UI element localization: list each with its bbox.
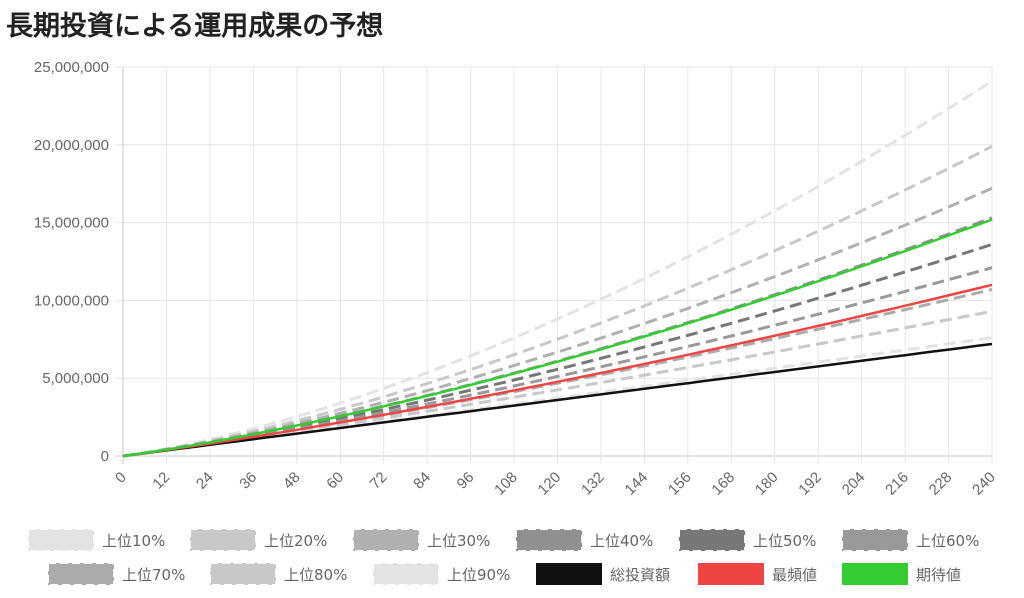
legend-swatch — [842, 563, 908, 585]
legend-label: 期待値 — [916, 566, 961, 584]
legend-swatch — [352, 528, 420, 552]
x-tick-label: 36 — [236, 469, 260, 493]
x-tick-label: 96 — [454, 469, 478, 493]
x-tick-label: 228 — [926, 469, 956, 499]
x-tick-label: 84 — [410, 469, 434, 493]
x-tick-label: 120 — [535, 469, 565, 499]
series-line — [122, 283, 993, 458]
grid-lines — [115, 66, 993, 464]
x-tick-label: 204 — [839, 469, 869, 499]
legend-item[interactable]: 上位40% — [515, 528, 653, 552]
x-tick-label: 60 — [323, 469, 347, 493]
legend-swatch — [209, 562, 277, 586]
y-axis-ticks: 0 5,000,000 10,000,000 15,000,000 20,000,000… — [34, 59, 109, 465]
legend: 上位10% 上位20% 上位30% 上位40% 上位50% 上位60% 上位70% 上位80%… — [27, 528, 979, 586]
series-lines — [122, 79, 993, 458]
x-tick-label: 24 — [193, 469, 217, 493]
legend-swatch — [536, 563, 602, 585]
x-tick-label: 132 — [578, 469, 608, 499]
y-tick-label: 20,000,000 — [34, 137, 109, 154]
legend-item[interactable]: 上位90% — [372, 562, 510, 586]
legend-swatch — [698, 563, 764, 585]
x-tick-label: 108 — [491, 469, 521, 499]
legend-item[interactable]: 上位60% — [841, 528, 979, 552]
legend-item[interactable]: 上位20% — [189, 528, 327, 552]
legend-item[interactable]: 上位80% — [209, 562, 347, 586]
legend-label: 総投資額 — [610, 566, 670, 584]
x-tick-label: 192 — [795, 469, 825, 499]
legend-item[interactable]: 最頻値 — [698, 563, 817, 585]
x-tick-label: 240 — [969, 469, 999, 499]
x-tick-label: 156 — [665, 469, 695, 499]
chart-title: 長期投資による運用成果の予想 — [6, 11, 384, 42]
series-line — [122, 218, 993, 458]
x-tick-label: 144 — [622, 469, 652, 499]
legend-label: 上位40% — [590, 532, 653, 550]
legend-label: 上位80% — [284, 566, 347, 584]
legend-label: 上位60% — [916, 532, 979, 550]
y-tick-label: 5,000,000 — [42, 370, 109, 387]
x-tick-label: 0 — [112, 469, 130, 487]
series-line — [122, 79, 993, 458]
legend-label: 上位30% — [427, 532, 490, 550]
legend-swatch — [189, 528, 257, 552]
legend-label: 最頻値 — [772, 566, 817, 584]
legend-item[interactable]: 上位50% — [678, 528, 816, 552]
legend-swatch — [372, 562, 440, 586]
legend-swatch — [841, 528, 909, 552]
legend-item[interactable]: 期待値 — [842, 563, 961, 585]
y-tick-label: 15,000,000 — [34, 215, 109, 232]
x-tick-label: 216 — [882, 469, 912, 499]
x-tick-label: 72 — [367, 469, 391, 493]
legend-label: 上位70% — [122, 566, 185, 584]
legend-item[interactable]: 上位70% — [47, 562, 185, 586]
y-tick-label: 10,000,000 — [34, 292, 109, 309]
legend-item[interactable]: 上位30% — [352, 528, 490, 552]
y-tick-label: 25,000,000 — [34, 59, 109, 76]
legend-label: 上位10% — [102, 532, 165, 550]
legend-swatch — [47, 562, 115, 586]
legend-swatch — [678, 528, 746, 552]
x-tick-label: 12 — [149, 469, 173, 493]
x-tick-label: 48 — [280, 469, 304, 493]
legend-item[interactable]: 総投資額 — [536, 563, 670, 585]
series-line — [122, 145, 993, 458]
x-tick-label: 168 — [708, 469, 738, 499]
y-tick-label: 0 — [101, 448, 109, 465]
x-tick-label: 180 — [752, 469, 782, 499]
legend-swatch — [515, 528, 583, 552]
x-axis-ticks: 0 12 24 36 48 60 72 84 96 108 120 132 144 156 168 180 19… — [112, 469, 999, 499]
series-line — [122, 342, 993, 458]
legend-label: 上位90% — [447, 566, 510, 584]
legend-item[interactable]: 上位10% — [27, 528, 165, 552]
legend-label: 上位50% — [753, 532, 816, 550]
legend-swatch — [27, 528, 95, 552]
legend-label: 上位20% — [264, 532, 327, 550]
